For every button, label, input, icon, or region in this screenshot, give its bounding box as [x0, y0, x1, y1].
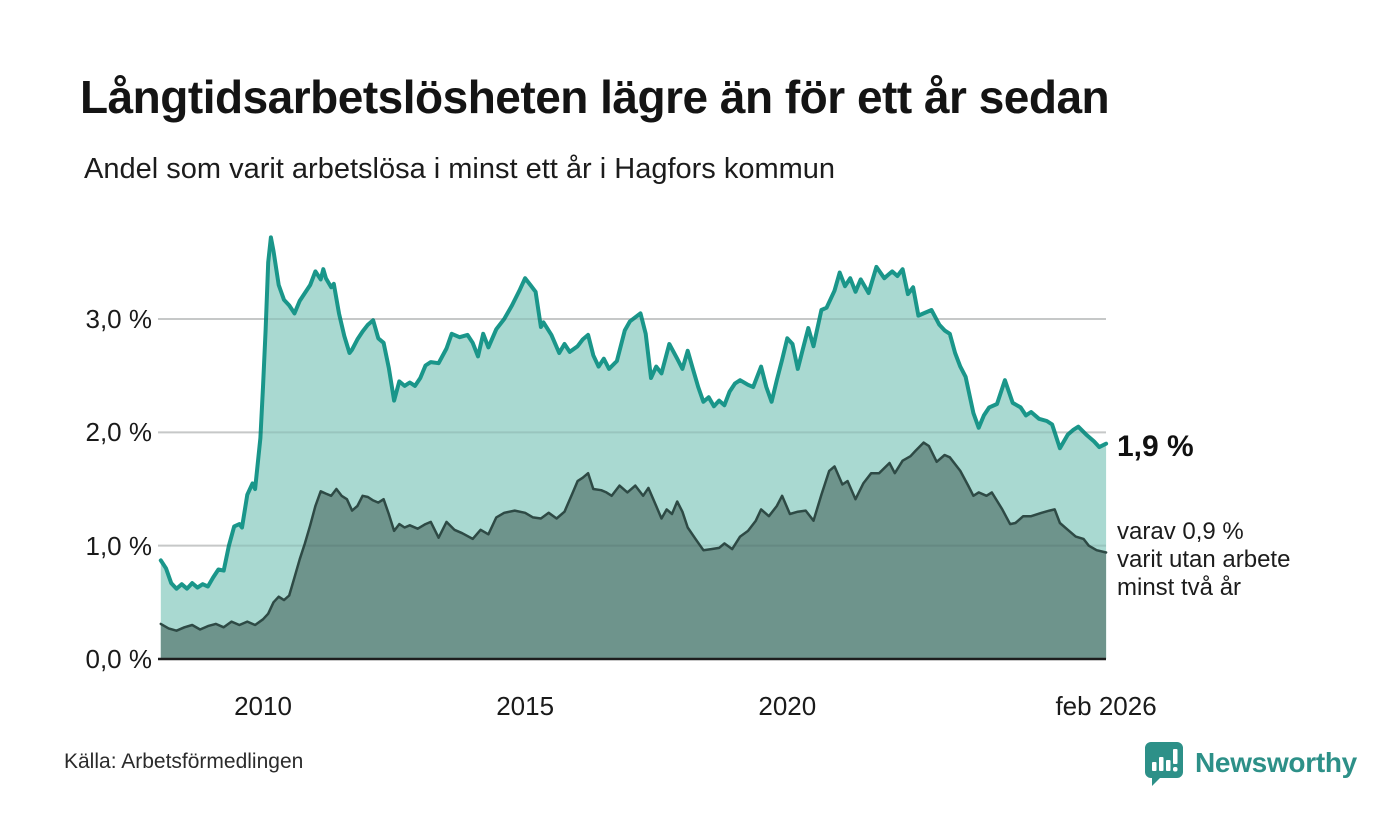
newsworthy-logo: Newsworthy [1143, 740, 1357, 786]
sub-series-annotation-line: varav 0,9 % [1117, 518, 1244, 545]
source-attribution: Källa: Arbetsförmedlingen [64, 750, 304, 773]
y-tick-label: 3,0 % [85, 304, 153, 335]
sub-series-annotation-line: minst två år [1117, 574, 1242, 601]
page-subtitle: Andel som varit arbetslösa i minst ett å… [84, 153, 836, 185]
sub-series-annotation-line: varit utan arbete [1117, 546, 1291, 573]
x-tick-label: feb 2026 [1055, 691, 1157, 721]
series-line-one-year [158, 235, 1109, 591]
newsworthy-wordmark: Newsworthy [1195, 747, 1357, 778]
series-line-two-years [159, 441, 1108, 632]
x-tick-label: 2010 [234, 691, 292, 721]
y-tick-label: 0,0 % [85, 644, 153, 674]
bar-chart-pin-icon [1145, 742, 1183, 786]
page-title: Långtidsarbetslösheten lägre än för ett … [80, 71, 1110, 123]
latest-value-annotation: 1,9 % [1117, 430, 1194, 463]
y-tick-label: 1,0 % [85, 530, 153, 561]
y-tick-label: 2,0 % [85, 417, 153, 448]
series-area-two-years [160, 442, 1107, 659]
x-tick-label: 2020 [758, 691, 817, 721]
x-tick-label: 2015 [496, 691, 555, 721]
sub-series-annotation: varav 0,9 % varit utan arbete minst två … [1117, 518, 1290, 602]
